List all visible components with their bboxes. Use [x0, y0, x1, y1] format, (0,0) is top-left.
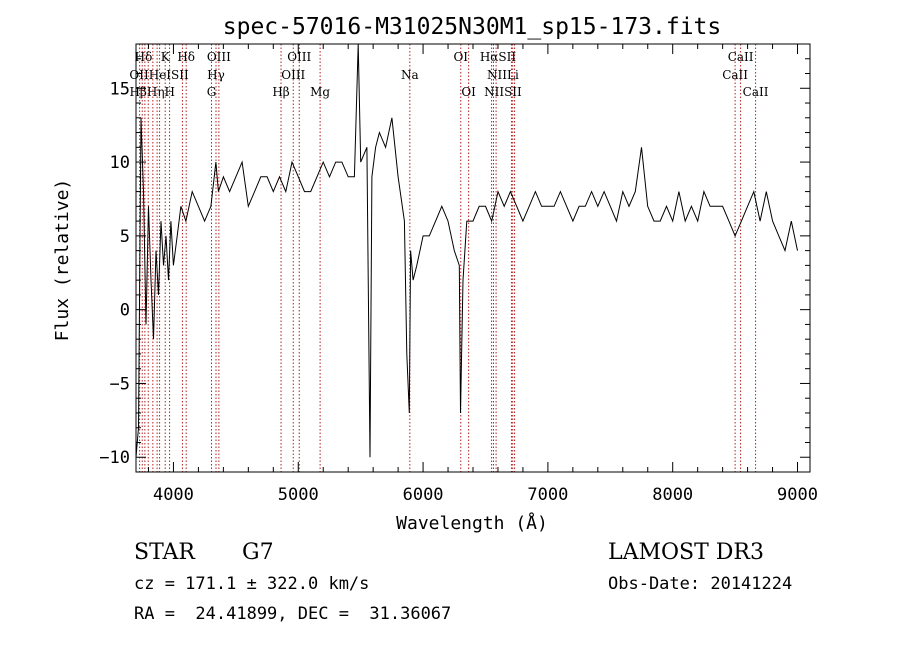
coordinates: RA = 24.41899, DEC = 31.36067: [134, 604, 452, 624]
y-tick-label--5: −5: [110, 374, 130, 394]
x-tick-label-9000: 9000: [777, 485, 818, 505]
redshift-text: cz = 171.1 ± 322.0 km/s: [134, 574, 370, 594]
line-label-r0-5: OI: [453, 50, 468, 64]
line-labels-layer: Hδ K Hδ OIII OIII OI HαSII CaII OIIHeISII Hγ OIII N…: [129, 50, 768, 99]
x-axis-label: Wavelength (Å): [396, 512, 548, 534]
x-tick-label-7000: 7000: [527, 485, 568, 505]
spectral-lines-layer: [139, 44, 757, 472]
line-label-r0-2: Hδ: [177, 50, 195, 64]
line-label-r0-4: OIII: [287, 50, 311, 64]
line-label-r2-5: NIISII: [484, 85, 522, 99]
object-type: STAR: [134, 540, 195, 565]
x-tick-label-8000: 8000: [652, 485, 693, 505]
line-label-r2-4: OI: [461, 85, 476, 99]
chart-title: spec-57016-M31025N30M1_sp15-173.fits: [223, 14, 722, 40]
y-tick-label-10: 10: [110, 153, 130, 173]
y-tick-label--10: −10: [99, 448, 130, 468]
line-label-r1-5: CaII: [722, 68, 748, 82]
spectrum-layer: [135, 43, 798, 458]
y-tick-label-0: 0: [120, 301, 130, 321]
y-tick-label-5: 5: [120, 227, 130, 247]
line-label-r0-6: HαSII: [480, 50, 517, 64]
line-label-r0-7: CaII: [728, 50, 754, 64]
y-axis-label: Flux (relative): [52, 179, 73, 342]
line-label-r0-0: Hδ: [135, 50, 153, 64]
line-label-r1-2: OIII: [281, 68, 305, 82]
axes-layer: 4000 5000 6000 7000 8000 9000 −10 −5 0 5 10 15: [99, 43, 818, 505]
line-label-r2-1: G: [207, 85, 217, 99]
survey-name: LAMOST DR3: [608, 540, 764, 565]
line-label-r0-3: OIII: [207, 50, 231, 64]
line-label-r1-1: Hγ: [207, 68, 225, 82]
subclass: G7: [242, 540, 274, 565]
line-label-r2-6: CaII: [743, 85, 769, 99]
y-tick-label-15: 15: [110, 79, 130, 99]
line-label-r2-0: HβHηH: [129, 85, 175, 99]
line-label-r0-1: K: [161, 50, 171, 64]
x-tick-label-5000: 5000: [278, 485, 319, 505]
spectrum-line-0: [135, 43, 798, 458]
line-label-r1-0: OIIHeISII: [129, 68, 189, 82]
x-tick-label-4000: 4000: [153, 485, 194, 505]
obs-date: Obs-Date: 20141224: [608, 574, 793, 594]
line-label-r1-4: NIILi: [487, 68, 519, 82]
line-label-r1-3: Na: [401, 68, 419, 82]
line-label-r2-2: Hβ: [272, 85, 289, 99]
line-label-r2-3: Mg: [310, 85, 330, 99]
plot-frame: [135, 43, 811, 473]
x-tick-label-6000: 6000: [403, 485, 444, 505]
